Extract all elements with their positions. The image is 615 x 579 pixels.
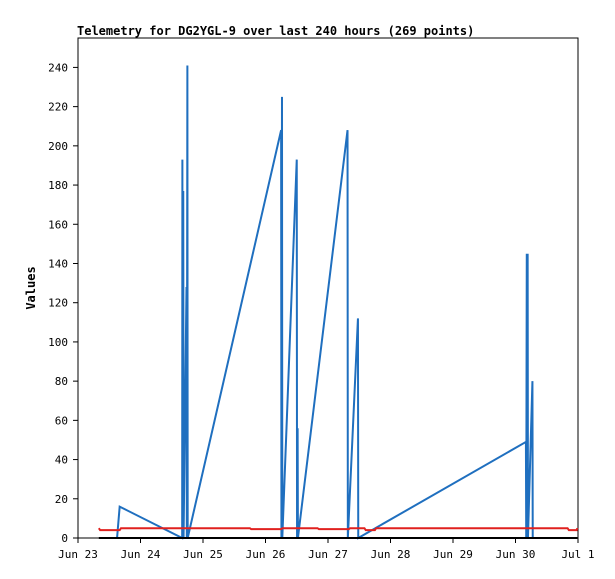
y-tick-label: 80 xyxy=(55,375,68,388)
y-tick-label: 100 xyxy=(48,336,68,349)
y-tick-label: 20 xyxy=(55,493,68,506)
series-line-red xyxy=(97,527,579,532)
series-layer xyxy=(97,65,579,540)
y-tick-label: 180 xyxy=(48,179,68,192)
x-tick-label: Jun 30 xyxy=(496,548,536,561)
x-tick-label: Jun 25 xyxy=(183,548,223,561)
x-tick-label: Jun 23 xyxy=(58,548,98,561)
y-tick-label: 120 xyxy=(48,297,68,310)
y-tick-label: 200 xyxy=(48,140,68,153)
y-axis: 0 20 40 60 80 100 120 140 160 180 200 220 240 xyxy=(48,61,78,545)
y-tick-label: 40 xyxy=(55,454,68,467)
y-tick-label: 0 xyxy=(61,532,68,545)
x-tick-label: Jun 28 xyxy=(371,548,411,561)
x-tick-label: Jul 1 xyxy=(561,548,594,561)
y-tick-label: 220 xyxy=(48,101,68,114)
y-tick-label: 60 xyxy=(55,414,68,427)
y-axis-label: Values xyxy=(24,266,38,309)
series-line-blue xyxy=(116,65,534,540)
x-tick-label: Jun 29 xyxy=(433,548,473,561)
chart-title: Telemetry for DG2YGL-9 over last 240 hou… xyxy=(77,24,474,38)
x-axis: Jun 23 Jun 24 Jun 25 Jun 26 Jun 27 Jun 28 Jun … xyxy=(58,538,595,561)
y-tick-label: 240 xyxy=(48,61,68,74)
y-tick-label: 160 xyxy=(48,218,68,231)
x-tick-label: Jun 27 xyxy=(308,548,348,561)
y-tick-label: 140 xyxy=(48,257,68,270)
x-tick-label: Jun 26 xyxy=(246,548,286,561)
x-tick-label: Jun 24 xyxy=(121,548,161,561)
